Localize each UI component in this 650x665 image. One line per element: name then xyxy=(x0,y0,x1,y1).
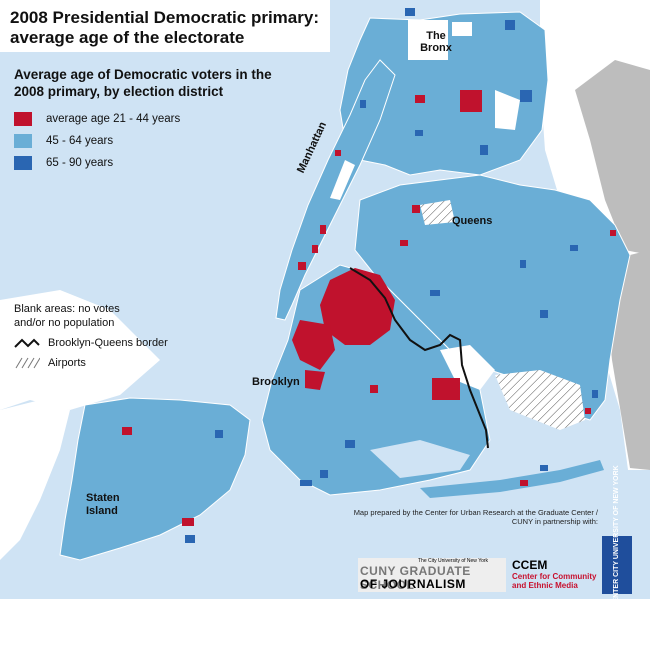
map-canvas xyxy=(0,0,650,599)
airport-hatch-lga xyxy=(420,200,455,225)
legend-item-old: 65 - 90 years xyxy=(14,152,180,174)
cuny-line1: CUNY GRADUATE SCHOOL xyxy=(360,564,471,592)
bronx-blank-2 xyxy=(452,22,472,36)
credit-text: Map prepared by the Center for Urban Res… xyxy=(353,508,598,526)
border-line-icon xyxy=(14,338,40,348)
legend-swatch-young xyxy=(14,112,32,126)
legend-label-middle: 45 - 64 years xyxy=(46,135,114,147)
legend-swatch-old xyxy=(14,156,32,170)
label-bronx-text: The Bronx xyxy=(420,30,452,54)
brooklyn xyxy=(261,264,491,496)
districts-old xyxy=(185,8,598,543)
legend: average age 21 - 44 years 45 - 64 years … xyxy=(14,108,180,174)
bronx xyxy=(339,11,549,176)
staten-island xyxy=(59,397,251,561)
notes-legend: Blank areas: no votes and/or no populati… xyxy=(14,302,168,370)
label-staten-island: Staten Island xyxy=(86,492,120,517)
border-legend-item: Brooklyn-Queens border xyxy=(14,336,168,350)
label-brooklyn: Brooklyn xyxy=(252,376,300,388)
bronx-blank-3 xyxy=(495,90,520,130)
label-bronx: The Bronx xyxy=(416,30,456,54)
hatch-icon xyxy=(15,357,40,369)
long-island-land xyxy=(575,60,650,255)
gc-text: THE GRADUATE CENTER CITY UNIVERSITY OF N… xyxy=(613,465,620,665)
brooklyn-blank xyxy=(440,345,495,390)
bronx-blank xyxy=(408,20,448,60)
brooklyn-queens-border xyxy=(349,267,489,449)
blank-areas-note: Blank areas: no votes and/or no populati… xyxy=(14,303,120,329)
nj-area xyxy=(0,290,160,410)
legend-swatch-middle xyxy=(14,134,32,148)
cuny-line2: OF JOURNALISM xyxy=(360,577,466,591)
map-title: 2008 Presidential Democratic primary: av… xyxy=(10,8,319,47)
legend-label-young: average age 21 - 44 years xyxy=(46,113,181,125)
header-bg xyxy=(0,0,330,52)
cuny-logo: The City University of New York CUNY GRA… xyxy=(358,558,506,592)
ccem-subtitle: Center for Community and Ethnic Media xyxy=(512,572,597,590)
legend-item-middle: 45 - 64 years xyxy=(14,130,180,152)
cuny-small: The City University of New York xyxy=(418,558,489,564)
legend-label-old: 65 - 90 years xyxy=(46,157,114,169)
map xyxy=(0,0,650,599)
districts-young xyxy=(122,90,616,526)
jamaica-bay xyxy=(370,440,470,478)
airport-legend-item: Airports xyxy=(14,356,168,370)
airport-hatch xyxy=(495,370,585,430)
border-legend-label: Brooklyn-Queens border xyxy=(48,337,168,349)
nj-area-2 xyxy=(0,400,70,560)
central-park xyxy=(330,160,355,200)
map-subtitle: Average age of Democratic voters in the … xyxy=(14,67,272,99)
ccem-title: CCEM xyxy=(512,558,548,572)
gc-logo: THE GRADUATE CENTER CITY UNIVERSITY OF N… xyxy=(602,465,632,665)
airport-legend-label: Airports xyxy=(48,357,86,369)
legend-item-young: average age 21 - 44 years xyxy=(14,108,180,130)
rockaway xyxy=(420,460,604,498)
label-queens: Queens xyxy=(452,215,493,227)
ccem-logo: CCEM Center for Community and Ethnic Med… xyxy=(512,558,598,592)
